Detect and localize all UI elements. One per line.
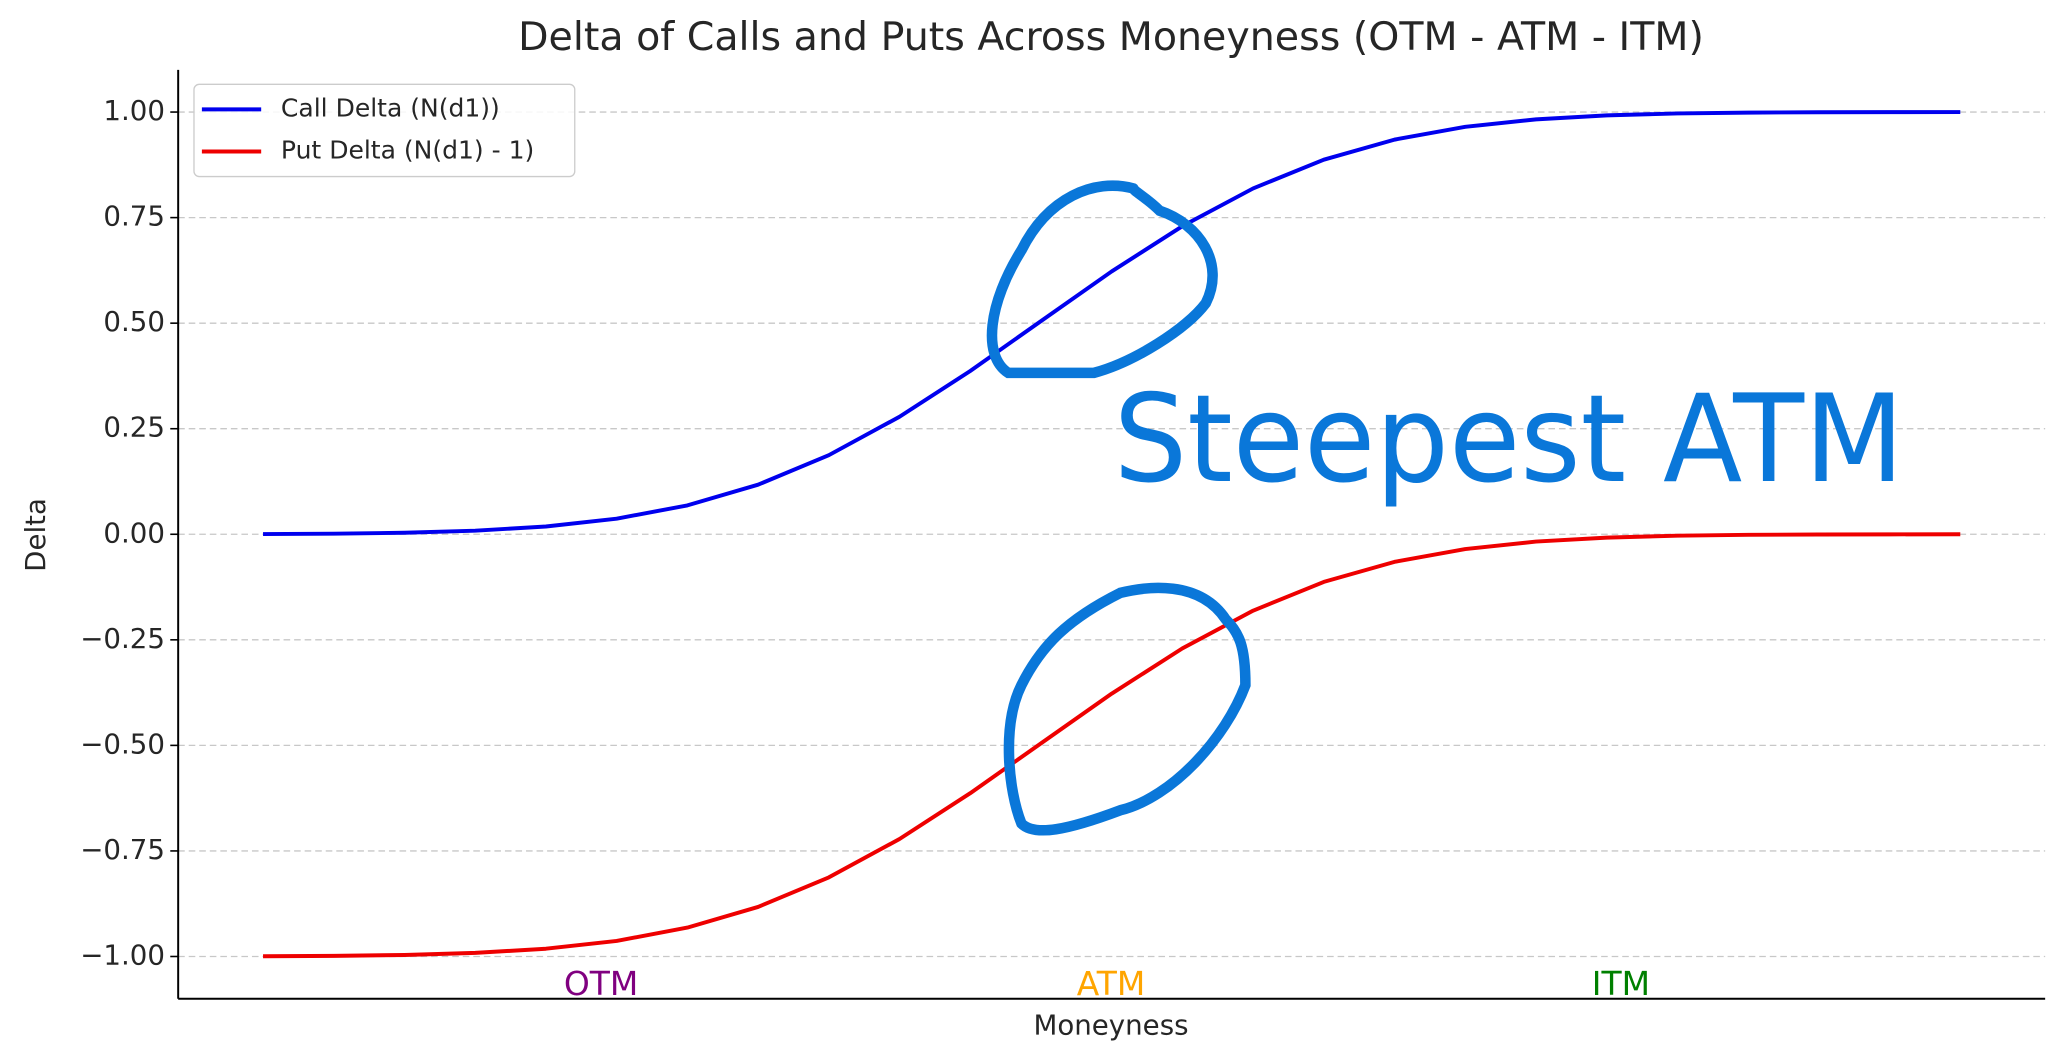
legend-label: Put Delta (N(d1) - 1) — [281, 136, 534, 165]
y-tick-label: 0.25 — [103, 411, 165, 444]
handwritten-note: Steepest ATM — [1114, 368, 1905, 510]
y-tick-label: −1.00 — [80, 938, 165, 971]
hand-drawn-circle — [986, 180, 1218, 379]
y-tick-label: −0.50 — [80, 727, 165, 760]
plot-area: OTM ATM ITM — [263, 110, 1961, 1003]
series-line — [263, 532, 1961, 959]
legend: Call Delta (N(d1)) Put Delta (N(d1) - 1) — [193, 83, 576, 178]
y-tick-label: −0.25 — [80, 622, 165, 655]
legend-label: Call Delta (N(d1)) — [281, 93, 500, 122]
grid: −1.00 −0.75 −0.50 −0.25 0.00 0.25 0.50 0.75 1.00 — [80, 94, 2046, 971]
region-label: ATM — [1077, 964, 1145, 1003]
hand-drawn-circle — [1003, 582, 1251, 836]
y-tick-label: 1.00 — [103, 94, 165, 127]
y-tick-label: 0.75 — [103, 200, 165, 233]
y-tick-label: 0.00 — [103, 516, 165, 549]
region-label: ITM — [1592, 964, 1650, 1003]
chart-title: Delta of Calls and Puts Across Moneyness… — [518, 14, 1704, 60]
x-axis-label: Moneyness — [1033, 1008, 1188, 1041]
y-tick-label: −0.75 — [80, 833, 165, 866]
y-tick-label: 0.50 — [103, 305, 165, 338]
y-axis-label: Delta — [19, 498, 52, 572]
region-label: OTM — [564, 964, 638, 1003]
legend-box — [193, 83, 576, 178]
series-line — [263, 110, 1961, 537]
